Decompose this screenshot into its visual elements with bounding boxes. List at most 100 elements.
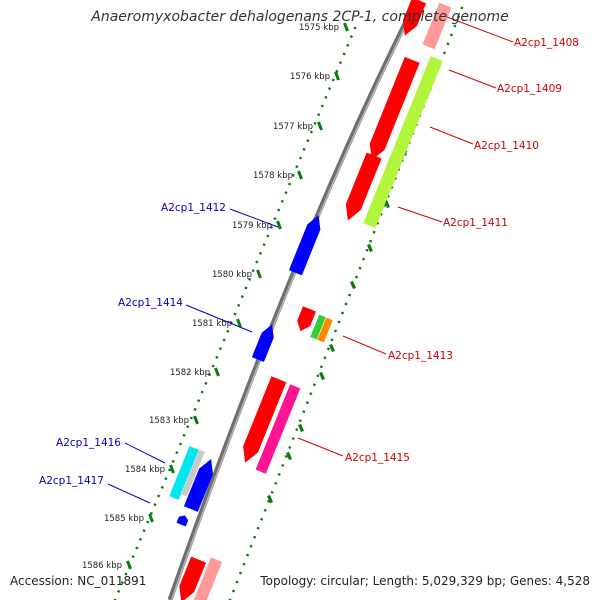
outer-track-dot xyxy=(288,446,292,449)
outer-track-dot xyxy=(253,535,257,539)
kbp-label: 1580 kbp xyxy=(212,270,252,280)
inner-track-dot xyxy=(342,52,346,56)
reverse-gene-label: A2cp1_1417 xyxy=(39,475,104,487)
inner-track-dot xyxy=(167,468,172,472)
forward-gene-label: A2cp1_1410 xyxy=(474,140,539,152)
inner-track-dot xyxy=(273,217,277,221)
inner-track-dot xyxy=(146,520,150,524)
kbp-tick xyxy=(169,464,175,474)
inner-track-dot xyxy=(142,529,146,533)
outer-track-dot xyxy=(376,221,380,225)
gene-a2cp1-1409 xyxy=(369,56,420,161)
gene-small-reverse xyxy=(176,515,189,527)
reverse-leader-line xyxy=(107,483,151,504)
reverse-gene-label: A2cp1_1414 xyxy=(118,297,183,309)
outer-track-dot xyxy=(235,580,239,584)
outer-track-dot xyxy=(312,383,316,387)
gene-a2cp1-1412 xyxy=(288,215,321,276)
outer-track-dot xyxy=(326,347,330,351)
gene-bottom-forward xyxy=(179,556,207,600)
reverse-leader-line xyxy=(185,304,253,333)
inner-track-dot xyxy=(138,537,143,541)
kbp-label: 1576 kbp xyxy=(290,72,330,82)
kbp-tick xyxy=(256,269,262,279)
map-title: Anaeromyxobacter dehalogenans 2CP-1, com… xyxy=(91,9,509,25)
outer-track-major-tick xyxy=(267,494,273,504)
forward-gene-label: A2cp1_1415 xyxy=(345,452,410,464)
outer-track-dot xyxy=(228,598,232,600)
inner-track-dot xyxy=(171,459,175,463)
gene-a2cp1-1414 xyxy=(251,324,274,363)
inner-track-dot xyxy=(291,173,295,177)
gene-features xyxy=(169,0,452,600)
outer-track-major-tick xyxy=(319,371,325,381)
kbp-tick xyxy=(317,121,323,131)
inner-track-dot xyxy=(182,433,186,437)
inner-track-dot xyxy=(251,269,255,273)
outer-track-major-tick xyxy=(384,199,390,209)
kbp-scale-labels: 1575 kbp 1576 kbp 1577 kbp 1578 kbp 1579 kbp… xyxy=(82,22,349,571)
outer-track-dot xyxy=(242,562,246,566)
inner-track-dot xyxy=(222,338,226,342)
gene-a2cp1-1411 xyxy=(345,152,382,221)
outer-track-dot xyxy=(277,472,281,476)
kbp-tick xyxy=(334,71,340,81)
outer-track-dot xyxy=(340,311,345,315)
inner-track-dot xyxy=(306,139,310,143)
kbp-label: 1585 kbp xyxy=(104,514,144,524)
inner-track-dot xyxy=(324,95,328,99)
inner-track-dot xyxy=(233,312,237,316)
inner-track-dot xyxy=(178,442,183,446)
outer-track-dot xyxy=(330,338,334,342)
outer-track-major-tick xyxy=(298,423,304,433)
inner-track-dot xyxy=(280,199,284,203)
inner-track-dot xyxy=(120,581,124,585)
kbp-tick xyxy=(236,318,242,328)
outer-track-dot xyxy=(390,185,394,189)
inner-track-dot xyxy=(298,156,303,160)
outer-track-dot xyxy=(319,365,323,369)
topology-text: Topology: circular; Length: 5,029,329 bp… xyxy=(260,574,590,588)
reverse-leader-line xyxy=(229,208,279,228)
backbone-arc xyxy=(167,0,420,600)
gene-a2cp1-1408-companion xyxy=(422,2,452,50)
kbp-label: 1575 kbp xyxy=(299,23,339,33)
inner-track-dot xyxy=(135,546,139,550)
kbp-label: 1586 kbp xyxy=(82,561,122,571)
gene-a2cp1-1417 xyxy=(183,458,214,512)
outer-track-dot xyxy=(295,428,299,432)
outer-track-dot xyxy=(460,6,464,10)
kbp-label: 1584 kbp xyxy=(125,465,165,475)
kbp-tick xyxy=(214,367,220,377)
outer-track-dot xyxy=(362,257,366,261)
kbp-label: 1579 kbp xyxy=(232,221,272,231)
inner-track-dot xyxy=(200,390,204,394)
inner-track-dot xyxy=(353,26,357,30)
reverse-gene-label: A2cp1_1416 xyxy=(56,437,121,449)
outer-track-dot xyxy=(369,239,373,243)
inner-track-dot xyxy=(295,165,299,169)
inner-track-dot xyxy=(226,329,230,333)
inner-track-dot xyxy=(164,477,168,481)
inner-track-dot xyxy=(338,61,343,65)
outer-track-major-tick xyxy=(367,243,373,253)
inner-track-dot xyxy=(186,425,190,429)
reverse-gene-label: A2cp1_1412 xyxy=(161,202,226,214)
outer-track-dot xyxy=(449,33,454,37)
inner-track-dot xyxy=(218,347,223,351)
outer-track-dot xyxy=(316,374,320,378)
inner-track-dot xyxy=(240,295,244,299)
outer-track-dot xyxy=(323,356,327,360)
inner-track-dot xyxy=(113,598,117,600)
outer-track-dot xyxy=(333,329,338,333)
inner-track-dot xyxy=(331,78,335,82)
outer-track-dot xyxy=(302,410,306,414)
gene-a2cp1-1410 xyxy=(363,56,443,228)
inner-track-dot xyxy=(327,87,332,91)
outer-track-dot xyxy=(379,212,383,216)
inner-track-dot xyxy=(277,208,281,212)
genome-backbone xyxy=(167,0,420,600)
inner-track-dot xyxy=(237,303,241,307)
gene-a2cp1-1408 xyxy=(402,0,427,36)
gene-a2cp1-1413-green xyxy=(310,314,326,340)
